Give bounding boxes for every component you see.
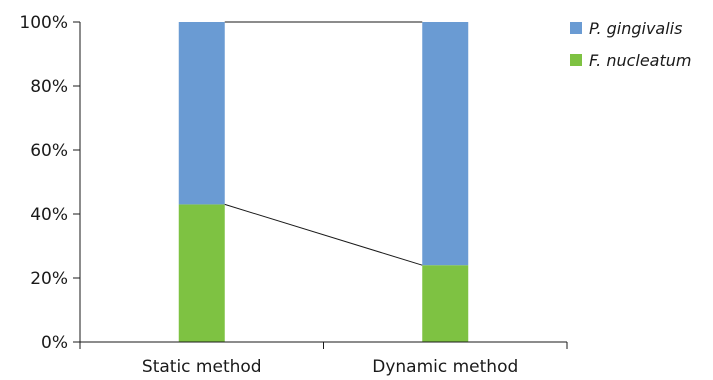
y-tick-label: 100%	[19, 13, 68, 33]
x-category-label: Static method	[142, 357, 262, 377]
y-tick-label: 20%	[30, 269, 68, 289]
x-category-label: Dynamic method	[372, 357, 518, 377]
legend: P. gingivalis F. nucleatum	[570, 19, 691, 70]
y-tick-label: 40%	[30, 205, 68, 225]
legend-swatch	[570, 22, 582, 34]
y-tick-label: 80%	[30, 77, 68, 97]
bar-segment-p-gingivalis-1	[178, 22, 225, 205]
legend-label: F. nucleatum	[589, 51, 691, 70]
bar-segment-f-nucleatum-1	[178, 204, 225, 342]
axes: 0% 20% 40% 60% 80% 100% Static method Dynamic m…	[19, 13, 568, 377]
bar-segment-f-nucleatum-2	[422, 265, 469, 342]
plot-area	[178, 21, 469, 342]
y-tick-label: 60%	[30, 141, 68, 161]
bar-segment-p-gingivalis-2	[422, 22, 469, 266]
y-tick-label: 0%	[41, 333, 68, 353]
legend-label: P. gingivalis	[589, 19, 682, 38]
legend-swatch	[570, 54, 582, 66]
series-line-1	[224, 203, 423, 266]
